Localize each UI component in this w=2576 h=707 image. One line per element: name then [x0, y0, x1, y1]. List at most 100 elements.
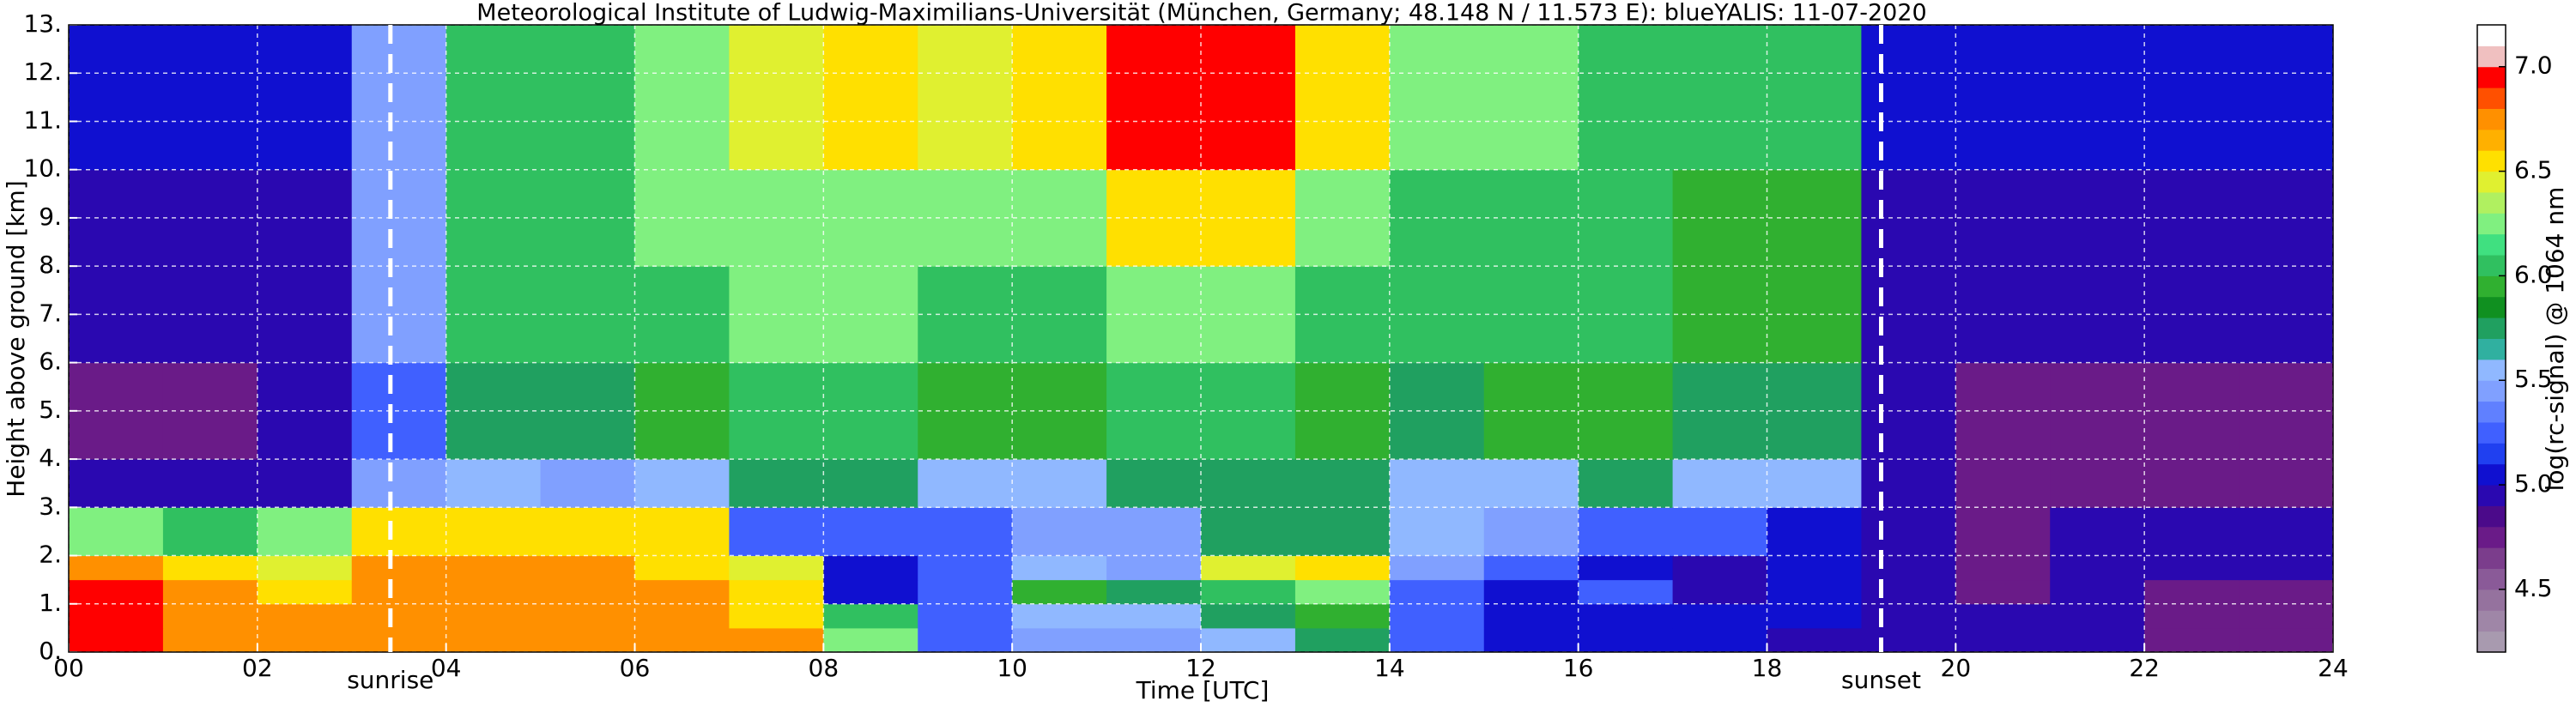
y-tick-label: 0. [39, 637, 62, 665]
heatmap-cell [540, 579, 635, 605]
heatmap-cell [540, 507, 635, 557]
colorbar-segment [2477, 317, 2506, 339]
heatmap-cell [257, 555, 353, 581]
colorbar-tick-label: 7.0 [2514, 51, 2553, 80]
heatmap-cell [257, 603, 353, 629]
heatmap-cell [69, 579, 164, 605]
colorbar-segment [2477, 589, 2506, 611]
heatmap-cell [918, 627, 1013, 653]
heatmap-cell [823, 579, 918, 605]
colorbar-segment [2477, 610, 2506, 632]
heatmap-cell [1106, 579, 1202, 605]
x-axis-label: Time [UTC] [1136, 676, 1270, 704]
heatmap-cell [162, 507, 258, 557]
heatmap-cell [1578, 627, 1674, 653]
heatmap-cell [823, 627, 918, 653]
heatmap-cell [2050, 507, 2145, 557]
heatmap-cell [445, 555, 542, 581]
heatmap-cell [351, 555, 447, 581]
colorbar-segment [2477, 443, 2506, 465]
heatmap-cell [1294, 459, 1391, 508]
colorbar-segment [2477, 45, 2506, 68]
heatmap-cell [351, 627, 447, 653]
heatmap-cell [1389, 507, 1485, 557]
colorbar-segment [2477, 485, 2506, 506]
heatmap-cell [1294, 507, 1391, 557]
y-tick-label: 11. [23, 106, 62, 134]
heatmap-cell [1201, 579, 1296, 605]
heatmap-cell [1106, 25, 1202, 171]
heatmap-cell [69, 603, 164, 629]
heatmap-cell [1861, 25, 1956, 171]
heatmap-cell [634, 579, 730, 605]
colorbar-segment [2477, 547, 2506, 570]
heatmap-cell [1389, 25, 1485, 171]
heatmap-cell [1955, 555, 2051, 581]
heatmap-cell [1861, 627, 1956, 653]
heatmap-cell [351, 25, 447, 171]
heatmap-cell [162, 25, 258, 171]
colorbar-segment [2477, 505, 2506, 528]
heatmap-cell [823, 459, 918, 508]
colorbar-tick-label: 5.0 [2514, 469, 2553, 498]
heatmap-cell [69, 507, 164, 557]
heatmap-cell [162, 627, 258, 653]
heatmap-cell [162, 579, 258, 605]
heatmap-cell [1767, 627, 1862, 653]
heatmap-cell [445, 459, 542, 508]
colorbar-segment [2477, 380, 2506, 402]
colorbar-segment [2477, 25, 2506, 46]
heatmap-cell [1106, 555, 1202, 581]
heatmap-cell [918, 507, 1013, 557]
heatmap-cell [1294, 627, 1391, 653]
y-tick-label: 10. [23, 154, 62, 183]
heatmap-cell [1201, 603, 1296, 629]
heatmap-cell [1201, 555, 1296, 581]
heatmap-cell [2144, 555, 2240, 581]
heatmap-cell [1861, 507, 1956, 557]
heatmap-cell [1201, 25, 1296, 171]
heatmap-cell [1767, 555, 1862, 581]
y-tick-label: 8. [39, 251, 62, 279]
heatmap-cell [351, 459, 447, 508]
heatmap-cell [1483, 507, 1579, 557]
heatmap-cell [918, 25, 1013, 171]
heatmap-cell [1012, 579, 1107, 605]
heatmap-cell [918, 459, 1013, 508]
colorbar-segment [2477, 233, 2506, 256]
heatmap-cell [1389, 627, 1485, 653]
heatmap-cell [2144, 25, 2240, 171]
heatmap-cell [729, 627, 824, 653]
colorbar-segment [2477, 338, 2506, 360]
heatmap-cell [1012, 25, 1107, 171]
heatmap-cell [1955, 627, 2051, 653]
x-tick-label: 14 [1374, 654, 1405, 682]
heatmap-cell [2239, 627, 2334, 653]
heatmap-cell [2050, 579, 2145, 605]
heatmap-cell [1578, 555, 1674, 581]
heatmap-cell [1861, 579, 1956, 605]
heatmap-cell [1106, 459, 1202, 508]
x-tick-label: 16 [1563, 654, 1594, 682]
heatmap-cell [1767, 459, 1862, 508]
colorbar-tick-label: 6.5 [2514, 156, 2553, 184]
y-tick-label: 3. [39, 492, 62, 520]
heatmap-cell [2144, 579, 2240, 605]
heatmap-cell [1201, 459, 1296, 508]
x-tick-label: 12 [1185, 654, 1216, 682]
colorbar-segment [2477, 401, 2506, 423]
heatmap-cell [1294, 555, 1391, 581]
heatmap-cell [257, 25, 353, 171]
heatmap-cell [1012, 603, 1107, 629]
heatmap-cell [729, 507, 824, 557]
heatmap-cell [1861, 459, 1956, 508]
heatmap-cell [1294, 25, 1391, 171]
colorbar-segment [2477, 191, 2506, 214]
chart-title: Meteorological Institute of Ludwig-Maxim… [476, 0, 1926, 27]
heatmap-cell [2239, 507, 2334, 557]
heatmap-cell [1578, 25, 1674, 171]
heatmap-cell [351, 603, 447, 629]
x-tick-label: 04 [431, 654, 462, 682]
x-tick-label: 00 [53, 654, 84, 682]
